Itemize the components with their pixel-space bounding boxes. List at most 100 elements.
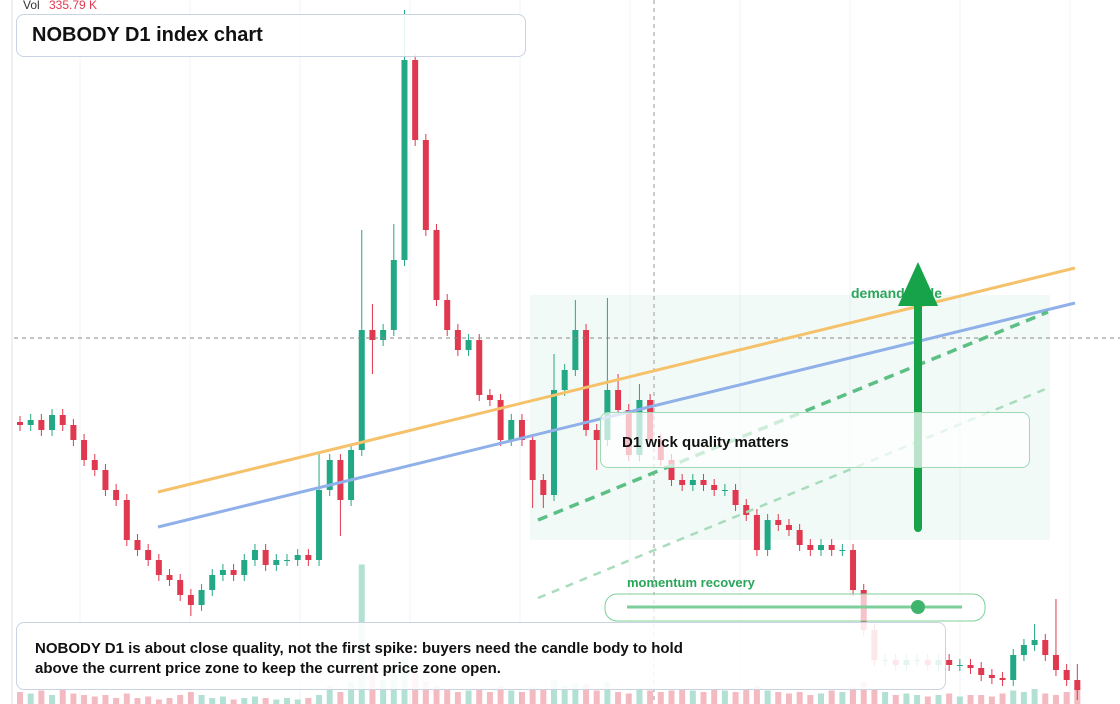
chart-title: NOBODY D1 index chart — [16, 14, 526, 57]
volume-bar — [27, 693, 34, 704]
candle-body — [316, 490, 323, 560]
volume-bar — [59, 689, 66, 704]
candle-body — [401, 60, 408, 260]
volume-bar — [294, 699, 301, 704]
volume-bar — [657, 692, 664, 704]
candle-body — [305, 555, 312, 560]
candle-body — [764, 520, 771, 550]
candle-body — [81, 440, 88, 460]
candle-body — [294, 555, 301, 560]
volume-bar — [785, 693, 792, 704]
candle-body — [668, 460, 675, 480]
volume-bar — [1063, 692, 1070, 704]
candle-body — [775, 520, 782, 525]
volume-bar — [935, 695, 942, 704]
volume-bar — [230, 699, 237, 704]
volume-bar — [700, 692, 707, 704]
volume-bar — [903, 693, 910, 704]
volume-bar — [753, 686, 760, 704]
volume-bar — [1020, 692, 1027, 704]
volume-bar — [187, 692, 194, 704]
candle-body — [807, 545, 814, 550]
volume-bar — [38, 690, 45, 704]
candle-body — [284, 560, 290, 561]
candle-body — [1042, 640, 1049, 655]
candle-body — [1031, 640, 1038, 645]
volume-bar — [337, 692, 344, 704]
volume-value: 335.79 K — [49, 0, 97, 12]
candle-body — [219, 570, 226, 575]
volume-bar — [679, 689, 686, 704]
volume-bar — [262, 698, 269, 704]
volume-bar — [807, 695, 814, 704]
candle-body — [59, 415, 66, 425]
candle-body — [572, 330, 579, 370]
candle-body — [230, 570, 237, 575]
volume-bar — [465, 690, 472, 704]
candle-body — [241, 560, 248, 575]
volume-bar — [1042, 693, 1049, 704]
volume-bar — [764, 690, 771, 704]
candle-body — [721, 490, 728, 491]
volume-bar — [775, 692, 782, 704]
candle-body — [422, 140, 429, 230]
volume-bar — [561, 686, 568, 704]
candle-body — [412, 60, 419, 140]
candle-body — [978, 668, 985, 675]
candle-body — [358, 330, 365, 450]
volume-bar — [572, 683, 579, 704]
volume-bar — [796, 692, 803, 704]
candle-body — [700, 480, 707, 485]
volume-bar — [967, 695, 974, 704]
volume-bar — [647, 690, 654, 704]
volume-bar — [348, 681, 355, 704]
volume-bar — [882, 692, 889, 704]
volume-bar — [636, 687, 643, 704]
volume-bar — [946, 693, 953, 704]
candle-body — [134, 540, 141, 550]
candle-body — [486, 395, 493, 400]
candle-body — [444, 300, 451, 330]
candle-body — [529, 440, 536, 480]
candle-body — [796, 530, 803, 545]
volume-bar — [839, 692, 846, 704]
note-text: NOBODY D1 is about close quality, not th… — [35, 640, 683, 677]
candle-body — [38, 420, 45, 430]
volume-bar — [1010, 690, 1017, 704]
candle-body — [518, 420, 525, 440]
volume-bar — [241, 698, 248, 704]
volume-bar — [988, 696, 995, 704]
volume-bar — [1031, 689, 1038, 704]
volume-bar — [732, 692, 739, 704]
volume-bar — [518, 692, 525, 704]
volume-bar — [284, 698, 290, 704]
volume-bar — [743, 689, 750, 704]
note-box: NOBODY D1 is about close quality, not th… — [16, 622, 946, 690]
candle-body — [209, 575, 216, 590]
volume-bar — [860, 681, 867, 704]
candle-body — [540, 480, 547, 495]
candle-body — [123, 500, 130, 540]
volume-bar — [155, 699, 162, 704]
candle-body — [711, 485, 718, 490]
candle-body — [251, 550, 258, 560]
candle-body — [583, 330, 590, 430]
volume-bar — [551, 680, 557, 704]
candle-body — [17, 422, 23, 425]
candle-body — [113, 490, 120, 500]
volume-bar — [540, 689, 547, 704]
volume-bar — [444, 689, 451, 704]
volume-bar — [17, 692, 23, 704]
candle-body — [262, 550, 269, 565]
volume-bar — [604, 681, 611, 704]
candle-body — [326, 460, 333, 490]
candle-body — [999, 678, 1006, 680]
volume-bar — [871, 689, 878, 704]
candle-body — [348, 450, 355, 500]
candle-body — [850, 550, 857, 590]
candle-body — [465, 340, 472, 350]
candle-body — [785, 525, 792, 530]
volume-bar — [70, 693, 77, 704]
candle-body — [818, 545, 824, 550]
candle-body — [551, 390, 557, 495]
